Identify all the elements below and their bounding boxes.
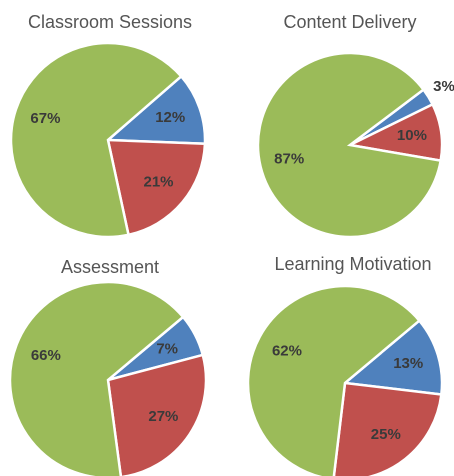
- data-label: 66%: [31, 347, 61, 364]
- data-label: 13%: [393, 355, 423, 372]
- pie-chart: Assessment 7% 27% 66%: [8, 257, 208, 476]
- pie-slice: [341, 318, 444, 396]
- pie-slice: [8, 280, 185, 476]
- data-label: 21%: [144, 173, 174, 190]
- pie-slice: [246, 284, 422, 476]
- pie-slice: [256, 51, 443, 239]
- data-label: 87%: [274, 151, 304, 168]
- pie-slice: [332, 381, 443, 476]
- chart-title: Assessment: [61, 257, 159, 277]
- pie-chart: Classroom Sessions 12% 21% 67%: [9, 12, 207, 239]
- pie-chart: Learning Motivation 13% 25% 62%: [246, 254, 444, 476]
- pie-slice: [106, 138, 207, 237]
- pie-slice: [9, 41, 183, 239]
- pie-slice: [104, 74, 207, 146]
- chart-title: Content Delivery: [283, 12, 416, 32]
- data-label: 7%: [156, 340, 178, 357]
- data-label: 12%: [155, 109, 185, 126]
- chart-title: Learning Motivation: [274, 254, 431, 274]
- data-label: 3%: [433, 78, 454, 95]
- data-label: 10%: [397, 127, 427, 144]
- data-label: 27%: [148, 408, 178, 425]
- pie-slice: [106, 353, 208, 476]
- data-label: 67%: [30, 110, 60, 127]
- pie-chart: Content Delivery 3% 10% 87%: [256, 12, 454, 239]
- chart-title: Classroom Sessions: [28, 12, 192, 32]
- data-label: 62%: [272, 343, 302, 360]
- data-label: 25%: [371, 426, 401, 443]
